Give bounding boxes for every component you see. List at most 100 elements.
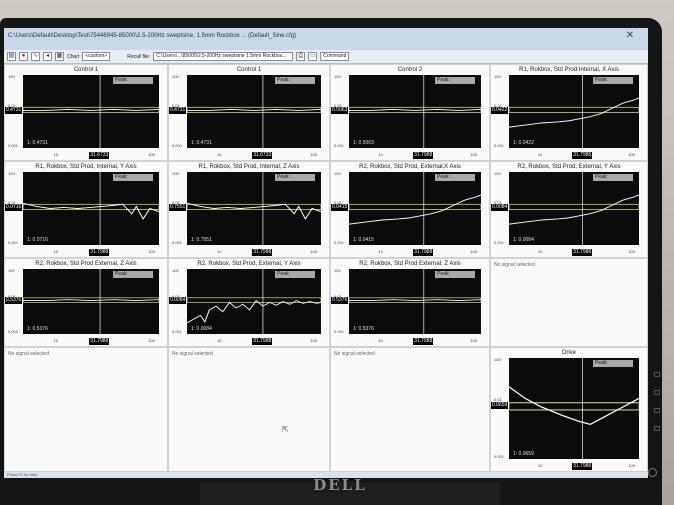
cursor-value-label: 1: 0.5376 [353,326,374,332]
plot-svg [349,172,481,245]
recall-file-input[interactable]: C:\Users\...\85000\2.5-200Hz sweptsine 1… [153,52,294,61]
signal-trace [23,299,159,301]
plot-area[interactable]: Peak: [349,172,481,245]
value-readout: 0.0659 [491,402,509,410]
window-title: C:\Users\Default\Desktop\Test\75446845-8… [8,33,297,39]
chart-panel[interactable]: R1, Rokbox, Std Prod, Internal, Z Axis 10… [168,161,330,258]
close-window-button[interactable]: ✕ [625,30,635,41]
chart-panel[interactable]: No signal selected [4,347,168,472]
chart-panel[interactable]: R2, Rokbox, Std Prod External, Z Axis 100… [4,258,168,347]
limit-band [187,203,321,210]
cursor-value-label: 1: 0.0716 [27,237,48,243]
save-icon[interactable]: ▦ [55,52,64,61]
signal-trace [187,202,321,220]
chart-panel[interactable]: Control 2 100 0.01 0.001 Peak: 0.5063 1: 0.506… [330,64,490,161]
plot-area[interactable]: Peak: [23,172,159,245]
no-signal-text: No signal selected [494,262,535,268]
print-icon[interactable]: ⎙ [296,52,306,61]
x-tick-label: 10 [537,249,543,254]
x-tick-label: 100 [310,152,317,157]
chart-panel[interactable]: Control 1 100 0.01 0.001 Peak: 0.4731 1: 0.473… [168,64,330,161]
chart-panel[interactable]: R1, Rokbox, Std Prod, Internal, Y Axis 10… [4,161,168,258]
chart-panel[interactable]: No signal selected [490,258,648,347]
x-tick-label: 10 [378,338,383,343]
chart-panel[interactable]: Control 1 100 0.01 0.001 Peak: 0.4731 1: 0.473… [4,64,168,161]
signal-trace [349,108,481,111]
chart-panel[interactable]: No signal selected [330,347,490,472]
plot-svg [187,172,321,245]
limit-band [187,297,321,303]
chart-type-select[interactable]: <custom> [82,52,111,61]
y-tick-label: 0.01 [334,103,342,108]
value-readout: 0.5376 [5,297,23,305]
y-tick-label: 0.01 [8,103,16,108]
peak-readout: Peak: [593,360,633,367]
peak-readout: Peak: [113,77,153,84]
chart-title: R2, Rokbox, Std Prod External, Z Axis [35,261,137,267]
plot-area[interactable]: Peak: [23,269,159,334]
value-readout: 0.0422 [491,106,509,114]
x-tick-label: 10 [217,249,222,254]
power-button-icon[interactable] [648,468,657,477]
chart-panel[interactable]: R2, Rokbox, Std Prod, External,X Axis 100… [330,161,490,258]
value-readout: 0.0084 [169,297,187,305]
chart-panel[interactable]: No signal selected [168,347,330,472]
chart-title: R2, Rokbox, Std Prod, External,X Axis [359,164,461,170]
plot-area[interactable]: Peak: [187,75,321,148]
value-readout: 0.7551 [169,203,187,211]
chart-panel[interactable]: R2, Rokbox, Std Prod External, Z Axis 100… [330,258,490,347]
value-readout: 0.0716 [5,203,23,211]
monitor-side-button[interactable] [654,390,660,395]
plot-area[interactable]: Peak: [187,172,321,245]
cursor-value-label: 1: 0.7551 [191,237,212,243]
x-tick-label: 100 [470,249,477,254]
folder-icon[interactable]: ▭ [308,52,318,61]
cursor-value-label: 1: 0.5376 [27,326,48,332]
plot-svg [23,269,159,334]
chart-title: Control 1 [236,67,262,73]
limit-band [509,106,639,113]
recall-file-label: Recall file: [127,53,151,60]
signal-trace [349,299,481,301]
plot-area[interactable]: Peak: [23,75,159,148]
chart-panel[interactable]: R1, Rokbox, Std Prod Internal, X Axis 100… [490,64,648,161]
y-tick-label: 0.01 [334,200,342,205]
plot-area[interactable]: Peak: [349,75,481,148]
peak-readout: Peak: [275,174,315,181]
command-button[interactable]: Command [320,52,350,61]
y-tick-label: 0.01 [172,200,180,205]
monitor-side-button[interactable] [654,426,660,431]
x-cursor-readout: 31.7988 [252,338,273,345]
x-tick-label: 100 [628,463,635,468]
x-tick-label: 10 [53,152,59,157]
cursor-value-label: 1: 0.0084 [191,326,212,332]
y-tick-label: 0.001 [8,329,19,334]
plot-area[interactable]: Peak: [509,75,639,148]
stop-icon[interactable]: ● [19,52,28,61]
plot-area[interactable]: Peak: [187,269,321,334]
y-tick-label: 100 [494,74,501,79]
x-cursor-readout: 31.7988 [572,463,593,470]
mouse-cursor-icon: ⇱ [282,425,289,434]
y-tick-label: 0.01 [334,294,342,299]
monitor-side-button[interactable] [654,372,660,377]
chart-grid: Control 1 100 0.01 0.001 Peak: 0.4731 1: 0.473… [4,64,648,472]
cursor-value-label: 1: 0.0422 [513,140,534,146]
y-tick-label: 0.001 [334,143,345,148]
plot-area[interactable]: Peak: [509,172,639,245]
x-cursor-readout: 31.7988 [413,338,434,345]
open-icon[interactable]: ▤ [7,52,16,61]
chart-title: R1, Rokbox, Std Prod, Internal, Z Axis [198,164,300,170]
chart-panel[interactable]: R2, Rokbox, Std Prod, External, Y Axis 10… [490,161,648,258]
back-icon[interactable]: ◂ [43,52,52,61]
chart-icon[interactable]: ∿ [31,52,40,61]
chart-panel[interactable]: R2, Rokbox, Std Prod, External, Y Axis 10… [168,258,330,347]
monitor-side-button[interactable] [654,408,660,413]
peak-readout: Peak: [275,271,315,278]
cursor-value-label: 1: 0.5063 [353,140,374,146]
y-tick-label: 0.001 [334,329,345,334]
chart-panel[interactable]: Drive 100 0.01 0.001 Peak: 0.0659 1: 0.0659 10 1… [490,347,648,472]
plot-area[interactable]: Peak: [349,269,481,334]
plot-area[interactable]: Peak: [509,358,639,459]
y-tick-label: 100 [494,171,501,176]
